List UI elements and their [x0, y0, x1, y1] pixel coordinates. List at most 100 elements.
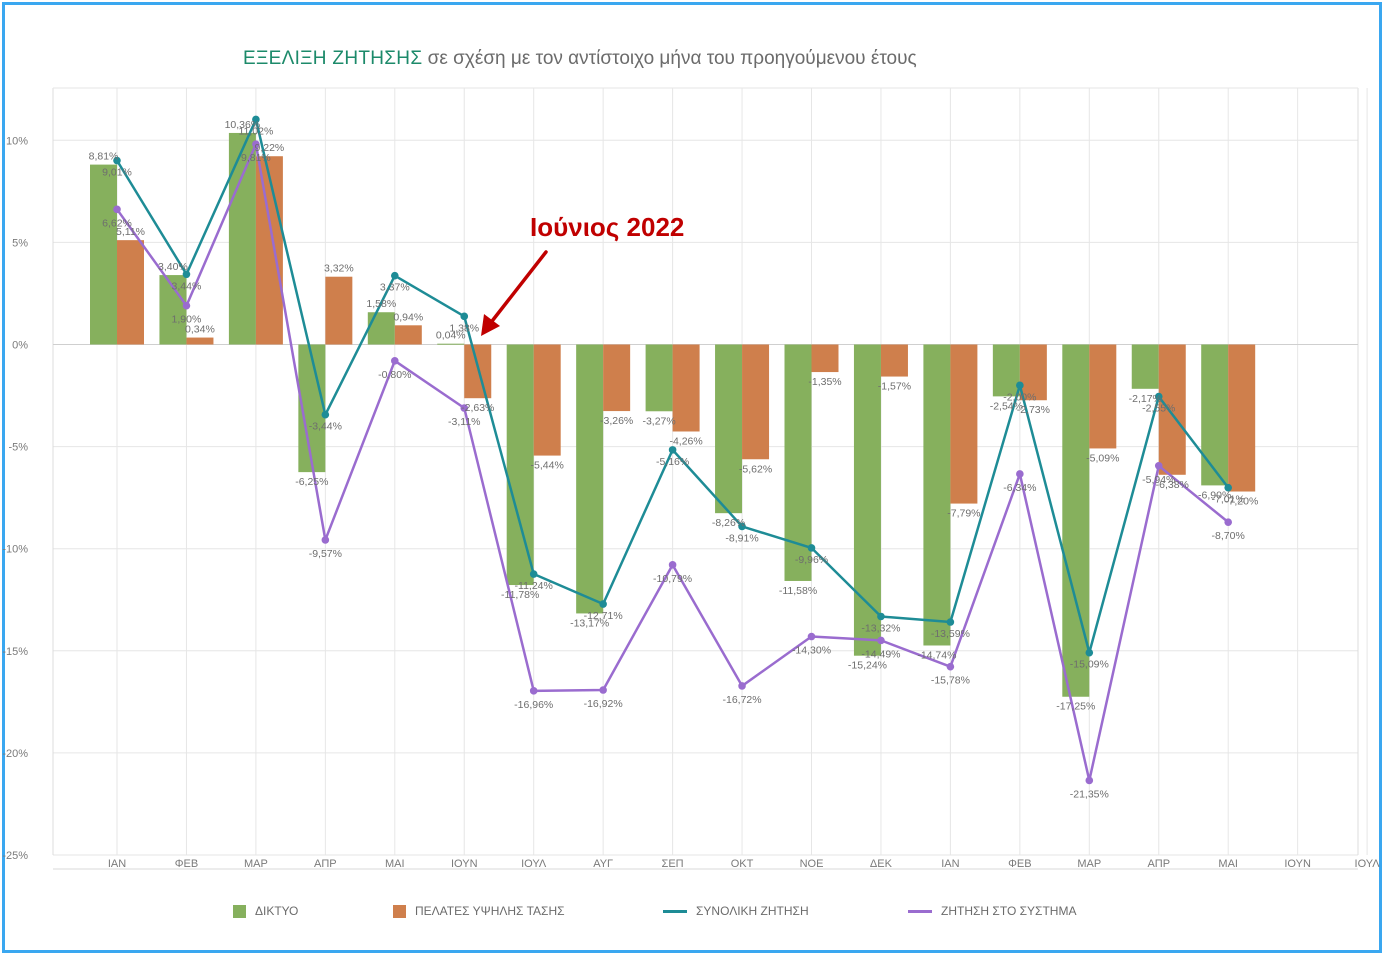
bar-pelates: [1158, 344, 1186, 475]
data-label-synoliki: -11,24%: [515, 580, 553, 592]
bar-pelates: [811, 344, 839, 373]
chart-title-main: ΕΞΕΛΙΞΗ ΖΗΤΗΣΗΣ: [243, 48, 423, 69]
data-label-pelates: 0,34%: [185, 324, 215, 336]
point-systima: [1016, 470, 1024, 478]
y-tick-label: -15%: [2, 646, 28, 658]
data-label-synoliki: -15,09%: [1070, 659, 1109, 671]
bar-pelates: [1019, 344, 1047, 401]
point-synoliki: [946, 618, 955, 626]
bar-pelates: [255, 156, 283, 345]
data-label-pelates: 3,32%: [324, 263, 354, 275]
x-tick-label: ΦΕΒ: [175, 858, 198, 870]
data-label-diktyo: -15,24%: [848, 660, 887, 672]
point-systima: [668, 561, 677, 569]
x-tick-label: ΑΠΡ: [314, 858, 337, 870]
bar-diktyo: [437, 343, 465, 345]
point-systima: [460, 404, 469, 412]
data-label-synoliki: 1,38%: [449, 322, 479, 334]
point-synoliki: [877, 612, 885, 621]
data-label-systima: -16,72%: [722, 694, 761, 706]
data-label-systima: -5,94%: [1142, 474, 1175, 486]
data-label-synoliki: 3,37%: [380, 282, 410, 294]
data-label-synoliki: -8,91%: [725, 532, 758, 544]
point-systima: [252, 140, 260, 148]
y-tick-label: 5%: [12, 237, 28, 249]
point-synoliki: [529, 570, 538, 578]
data-label-systima: -3,11%: [448, 416, 481, 428]
data-label-systima: -14,30%: [792, 645, 831, 657]
bar-pelates: [880, 344, 908, 377]
bar-diktyo: [715, 344, 743, 514]
data-label-diktyo: 1,58%: [366, 298, 396, 310]
legend-label-pelates: ΠΕΛΑΤΕΣ ΥΨΗΛΗΣ ΤΑΣΗΣ: [415, 904, 565, 918]
data-label-synoliki: 3,44%: [172, 280, 202, 292]
data-label-systima: -0,80%: [378, 369, 411, 381]
legend-swatch-pelates: [393, 905, 406, 919]
bar-diktyo: [1201, 344, 1229, 486]
data-label-synoliki: -3,44%: [309, 421, 342, 433]
point-synoliki: [391, 271, 399, 280]
point-systima: [1085, 776, 1094, 785]
legend-label-synoliki: ΣΥΝΟΛΙΚΗ ΖΗΤΗΣΗ: [696, 904, 809, 918]
chart-title-subtitle: σε σχέση με τον αντίστοιχο μήνα του προη…: [422, 48, 917, 69]
data-label-synoliki: -13,32%: [861, 622, 900, 634]
data-label-diktyo: -6,25%: [295, 476, 328, 488]
bar-diktyo: [645, 344, 673, 412]
bar-pelates: [603, 344, 631, 412]
data-label-systima: -16,92%: [584, 698, 623, 710]
point-systima: [529, 687, 538, 695]
point-synoliki: [1154, 392, 1163, 401]
point-synoliki: [738, 522, 746, 531]
bar-pelates: [325, 276, 353, 345]
bar-pelates: [950, 344, 978, 504]
data-label-diktyo: 10,36%: [225, 119, 261, 131]
data-label-systima: -10,79%: [653, 573, 692, 585]
point-systima: [946, 662, 955, 671]
bar-diktyo: [576, 344, 604, 614]
x-tick-label: ΣΕΠ: [662, 858, 684, 870]
bar-pelates: [117, 240, 144, 345]
x-tick-label: ΙΑΝ: [108, 858, 126, 870]
bar-diktyo: [228, 132, 256, 345]
data-label-pelates: -5,62%: [739, 463, 772, 475]
legend-line-systima: [908, 910, 932, 914]
data-label-pelates: -1,57%: [878, 381, 911, 393]
data-label-pelates: -4,26%: [669, 435, 702, 447]
data-label-systima: -21,35%: [1070, 788, 1109, 800]
data-label-pelates: -2,63%: [461, 402, 494, 414]
point-synoliki: [1085, 648, 1094, 657]
data-label-systima: -6,34%: [1003, 482, 1036, 494]
data-label-synoliki: -12,71%: [584, 610, 623, 622]
data-label-diktyo: -3,27%: [642, 415, 675, 427]
bar-diktyo: [506, 344, 534, 586]
data-label-systima: -16,96%: [514, 699, 553, 711]
x-tick-label: ΙΟΥΝ: [1284, 858, 1311, 870]
data-label-diktyo: 3,40%: [158, 261, 188, 273]
x-tick-label: ΑΠΡ: [1147, 858, 1170, 870]
data-label-diktyo: 0,04%: [436, 330, 466, 342]
point-systima: [391, 357, 399, 365]
x-tick-label: ΟΚΤ: [731, 858, 754, 870]
data-label-synoliki: -13,59%: [931, 628, 970, 640]
data-label-pelates: -5,09%: [1086, 452, 1119, 464]
point-synoliki: [252, 115, 260, 124]
x-tick-label: ΙΟΥΛ: [1355, 858, 1381, 870]
bar-diktyo: [992, 344, 1020, 397]
legend-item-systima: ΖΗΤΗΣΗ ΣΤΟ ΣΥΣΤΗΜΑ: [908, 904, 1076, 918]
bar-pelates: [533, 344, 561, 456]
bar-diktyo: [1131, 344, 1159, 389]
bar-pelates: [742, 344, 770, 460]
data-label-pelates: -7,20%: [1225, 496, 1258, 508]
y-tick-label: 10%: [6, 135, 28, 147]
bar-pelates: [464, 344, 492, 399]
bar-pelates: [186, 337, 214, 345]
bar-pelates: [1228, 344, 1256, 492]
x-tick-label: ΙΟΥΛ: [521, 858, 547, 870]
data-label-pelates: 0,94%: [393, 311, 423, 323]
legend-label-diktyo: ΔΙΚΤΥΟ: [255, 904, 299, 918]
point-synoliki: [113, 156, 121, 165]
data-label-pelates: -7,79%: [947, 508, 980, 520]
data-label-diktyo: -17,25%: [1056, 701, 1095, 713]
point-synoliki: [1224, 483, 1232, 492]
